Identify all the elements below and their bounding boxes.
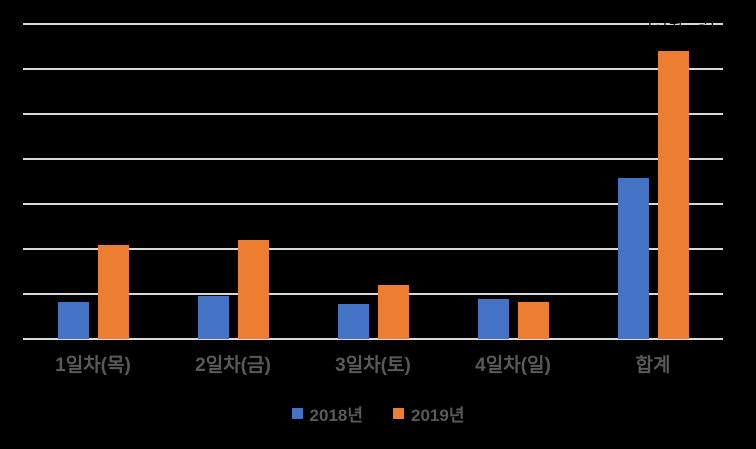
bar-2018년-4일차(일) <box>477 298 509 339</box>
gridline <box>23 68 723 70</box>
legend-swatch-2019-icon <box>393 408 404 419</box>
x-axis-label: 1일차(목) <box>55 355 131 376</box>
gridline <box>23 23 723 25</box>
x-axis: 1일차(목) 2일차(금) 3일차(토) 4일차(일) 합계 <box>23 352 723 380</box>
unit-annotation: (단위: 명) <box>648 15 715 32</box>
bar-2018년-1일차(목) <box>57 301 89 339</box>
gridline <box>23 248 723 250</box>
bar-2018년-3일차(토) <box>337 303 369 339</box>
x-axis-label: 2일차(금) <box>195 355 271 376</box>
legend-label-2018: 2018년 <box>309 406 363 425</box>
gridline <box>23 113 723 115</box>
legend-swatch-2018-icon <box>291 408 303 419</box>
legend-label-2019: 2019년 <box>411 406 465 425</box>
bar-2019년-4일차(일) <box>517 302 549 339</box>
gridline <box>23 293 723 295</box>
legend-item-2018: 2018년 <box>291 401 363 426</box>
x-axis-label: 3일차(토) <box>335 355 411 376</box>
bar-2018년-2일차(금) <box>197 295 229 339</box>
bar-2018년-합계 <box>617 178 649 339</box>
gridline <box>23 203 723 205</box>
legend-item-2019: 2019년 <box>393 401 464 426</box>
plot-area <box>23 23 723 340</box>
bar-2019년-2일차(금) <box>237 239 269 339</box>
x-axis-label: 합계 <box>635 355 671 376</box>
x-axis-baseline <box>23 338 723 340</box>
bar-2019년-3일차(토) <box>377 285 409 339</box>
bar-2019년-합계 <box>657 51 689 339</box>
x-axis-label: 4일차(일) <box>475 355 551 376</box>
gridline <box>23 158 723 160</box>
bar-2019년-1일차(목) <box>97 245 129 339</box>
legend: 2018년 2019년 <box>0 401 756 426</box>
